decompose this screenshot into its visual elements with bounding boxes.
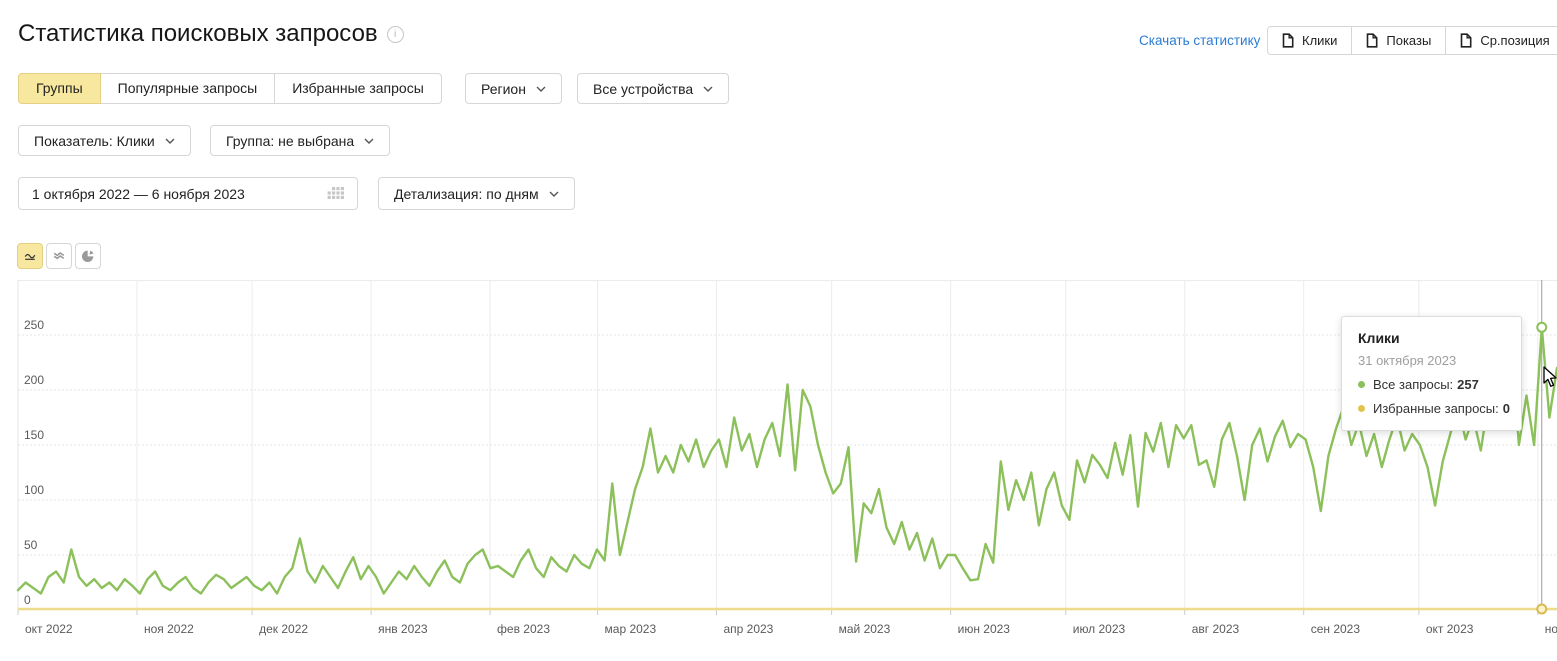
svg-text:0: 0 — [24, 593, 31, 607]
page-title: Статистика поисковых запросов i — [18, 20, 404, 48]
line-chart-icon — [24, 253, 36, 260]
chevron-down-icon — [549, 191, 559, 197]
svg-text:окт 2022: окт 2022 — [25, 622, 73, 636]
export-impressions-button[interactable]: Показы — [1351, 26, 1447, 55]
svg-text:150: 150 — [24, 428, 44, 442]
svg-text:фев 2023: фев 2023 — [497, 622, 550, 636]
all-queries-value: 257 — [1457, 377, 1479, 392]
export-button-group: Клики Показы Ср.позиция — [1267, 26, 1557, 55]
svg-text:50: 50 — [24, 538, 38, 552]
tab-favorite-queries[interactable]: Избранные запросы — [274, 73, 442, 104]
detalization-dropdown[interactable]: Детализация: по дням — [378, 177, 575, 210]
export-avg-position-label: Ср.позиция — [1480, 33, 1550, 48]
query-mode-tabs: Группы Популярные запросы Избранные запр… — [18, 73, 442, 104]
svg-text:дек 2022: дек 2022 — [259, 622, 308, 636]
detalization-dropdown-label: Детализация: по дням — [394, 185, 539, 202]
svg-text:июл 2023: июл 2023 — [1073, 622, 1126, 636]
devices-dropdown-label: Все устройства — [593, 80, 694, 97]
document-icon — [1282, 33, 1294, 48]
group-dropdown[interactable]: Группа: не выбрана — [210, 125, 391, 156]
svg-text:ноя 2023: ноя 2023 — [1545, 622, 1557, 636]
tab-popular-queries[interactable]: Популярные запросы — [99, 73, 276, 104]
chart-tooltip: Клики 31 октября 2023 Все запросы: 257 И… — [1341, 316, 1522, 431]
region-dropdown-label: Регион — [481, 80, 526, 97]
favorite-queries-dot-icon — [1358, 405, 1365, 412]
mouse-cursor-icon — [1543, 366, 1557, 387]
svg-text:250: 250 — [24, 318, 44, 332]
svg-text:янв 2023: янв 2023 — [378, 622, 428, 636]
all-queries-dot-icon — [1358, 381, 1365, 388]
document-icon — [1367, 33, 1378, 48]
metric-dropdown[interactable]: Показатель: Клики — [18, 125, 191, 156]
all-queries-label: Все запросы: — [1373, 377, 1454, 392]
export-impressions-label: Показы — [1386, 33, 1432, 48]
chart-type-line-button[interactable] — [17, 243, 43, 269]
download-statistics-link[interactable]: Скачать статистику — [1139, 33, 1261, 48]
chevron-down-icon — [364, 138, 374, 144]
tooltip-row-all-queries: Все запросы: 257 — [1358, 377, 1505, 392]
chart-canvas[interactable]: 0 50 100 150 200 250 окт 2022 ноя 2022 дек 2022 я… — [0, 279, 1557, 655]
favorite-queries-label: Избранные запросы: — [1373, 401, 1499, 416]
region-dropdown[interactable]: Регион — [465, 73, 562, 104]
page-title-text: Статистика поисковых запросов — [18, 20, 378, 47]
svg-text:мар 2023: мар 2023 — [605, 622, 657, 636]
export-clicks-label: Клики — [1302, 33, 1338, 48]
calendar-icon — [327, 186, 344, 199]
group-dropdown-label: Группа: не выбрана — [226, 132, 355, 149]
document-icon — [1461, 33, 1472, 48]
svg-text:июн 2023: июн 2023 — [958, 622, 1011, 636]
chevron-down-icon — [536, 86, 546, 92]
svg-text:авг 2023: авг 2023 — [1192, 622, 1240, 636]
area-chart-icon — [53, 252, 65, 260]
chart-type-area-button[interactable] — [46, 243, 72, 269]
tooltip-row-favorite-queries: Избранные запросы: 0 — [1358, 401, 1510, 416]
chevron-down-icon — [703, 86, 713, 92]
svg-text:200: 200 — [24, 373, 44, 387]
svg-text:сен 2023: сен 2023 — [1311, 622, 1361, 636]
tab-groups[interactable]: Группы — [18, 73, 101, 104]
metric-dropdown-label: Показатель: Клики — [34, 132, 155, 149]
svg-text:май 2023: май 2023 — [839, 622, 891, 636]
date-range-field[interactable]: 1 октября 2022 — 6 ноября 2023 — [18, 177, 358, 210]
svg-text:окт 2023: окт 2023 — [1426, 622, 1474, 636]
info-icon[interactable]: i — [386, 26, 404, 43]
clicks-line-chart[interactable]: 0 50 100 150 200 250 окт 2022 ноя 2022 дек 2022 я… — [0, 279, 1557, 661]
devices-dropdown[interactable]: Все устройства — [577, 73, 730, 104]
date-range-value: 1 октября 2022 — 6 ноября 2023 — [32, 185, 245, 202]
svg-text:апр 2023: апр 2023 — [723, 622, 773, 636]
svg-text:ноя 2022: ноя 2022 — [144, 622, 194, 636]
chart-type-pie-button[interactable] — [75, 243, 101, 269]
svg-text:100: 100 — [24, 483, 44, 497]
favorite-queries-value: 0 — [1502, 401, 1510, 416]
export-clicks-button[interactable]: Клики — [1267, 26, 1353, 55]
tooltip-title: Клики — [1358, 330, 1400, 346]
export-avg-position-button[interactable]: Ср.позиция — [1445, 26, 1557, 55]
pie-chart-icon — [82, 250, 94, 262]
tooltip-date: 31 октября 2023 — [1358, 353, 1457, 368]
chevron-down-icon — [165, 138, 175, 144]
